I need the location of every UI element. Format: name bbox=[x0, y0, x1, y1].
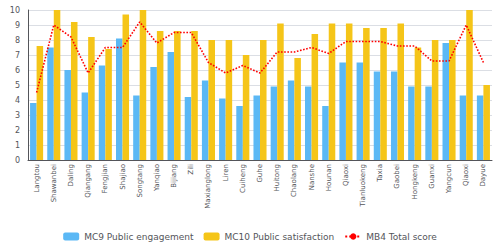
svg-text:10: 10 bbox=[10, 6, 20, 15]
svg-text:Hounan: Hounan bbox=[325, 164, 333, 191]
svg-text:0: 0 bbox=[15, 156, 20, 165]
svg-text:8: 8 bbox=[15, 36, 20, 45]
svg-text:2: 2 bbox=[15, 126, 20, 135]
svg-text:Qiaoxi: Qiaoxi bbox=[462, 164, 470, 186]
svg-text:Huitong: Huitong bbox=[273, 164, 281, 192]
svg-text:7: 7 bbox=[15, 51, 20, 60]
svg-text:Hongkeng: Hongkeng bbox=[411, 164, 419, 199]
svg-text:Shawanbei: Shawanbei bbox=[50, 164, 58, 202]
svg-text:Tianluokeng: Tianluokeng bbox=[359, 164, 367, 207]
svg-text:Qiaoxi: Qiaoxi bbox=[342, 164, 350, 186]
svg-text:Cuiheng: Cuiheng bbox=[239, 164, 247, 193]
svg-text:6: 6 bbox=[15, 66, 20, 75]
svg-text:Bijiang: Bijiang bbox=[170, 164, 178, 188]
svg-text:Zili: Zili bbox=[187, 164, 195, 175]
svg-text:Gaobei: Gaobei bbox=[393, 164, 401, 189]
svg-text:MC10 Public satisfaction: MC10 Public satisfaction bbox=[225, 232, 335, 242]
svg-text:Nanshe: Nanshe bbox=[308, 164, 316, 190]
svg-text:Daling: Daling bbox=[67, 164, 75, 186]
svg-text:Yangcun: Yangcun bbox=[445, 164, 453, 194]
svg-text:Langtou: Langtou bbox=[33, 164, 41, 193]
svg-text:Guanxi: Guanxi bbox=[428, 164, 436, 189]
svg-text:Fengjian: Fengjian bbox=[101, 164, 109, 193]
svg-text:3: 3 bbox=[15, 111, 20, 120]
svg-text:Yanqiao: Yanqiao bbox=[153, 164, 161, 192]
svg-text:4: 4 bbox=[15, 96, 20, 105]
svg-text:Taxia: Taxia bbox=[376, 164, 384, 183]
svg-text:Chaolang: Chaolang bbox=[290, 164, 298, 197]
svg-text:5: 5 bbox=[15, 81, 20, 90]
svg-text:Maxianglong: Maxianglong bbox=[204, 164, 212, 209]
svg-text:9: 9 bbox=[15, 21, 20, 30]
svg-text:Liren: Liren bbox=[222, 164, 230, 181]
svg-text:Qiangang: Qiangang bbox=[84, 164, 92, 198]
svg-text:MC9 Public engagement: MC9 Public engagement bbox=[84, 232, 194, 242]
svg-text:1: 1 bbox=[15, 141, 20, 150]
svg-text:MB4 Total score: MB4 Total score bbox=[366, 232, 437, 242]
svg-text:Dayue: Dayue bbox=[479, 164, 487, 187]
svg-text:Shajiao: Shajiao bbox=[119, 164, 127, 190]
svg-text:Songtang: Songtang bbox=[136, 164, 144, 198]
svg-text:Guhe: Guhe bbox=[256, 164, 264, 183]
